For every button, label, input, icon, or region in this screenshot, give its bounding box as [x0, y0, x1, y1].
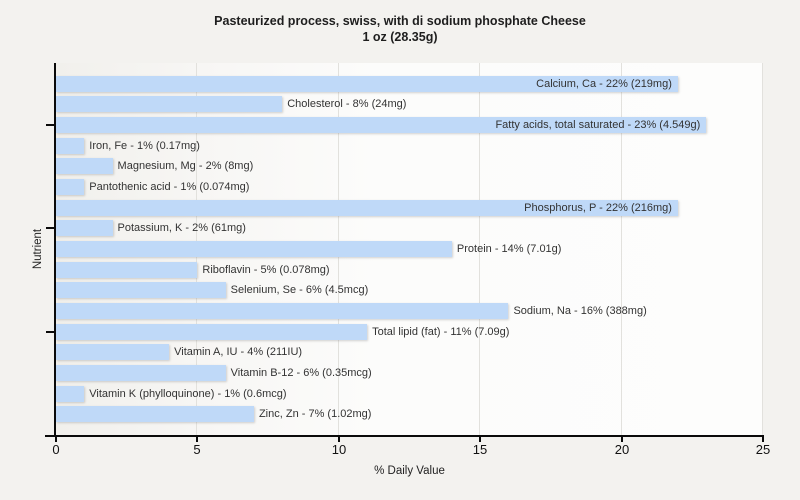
nutrient-bar: [56, 75, 679, 92]
nutrient-bar: [56, 406, 254, 423]
y-axis-tick: [46, 124, 56, 126]
bar-label: Phosphorus, P - 22% (216mg): [524, 201, 672, 214]
gridline: [479, 63, 480, 435]
x-axis-tick: [338, 437, 340, 442]
bar-label: Iron, Fe - 1% (0.17mg): [89, 139, 200, 152]
nutrient-bar: [56, 241, 452, 257]
bar-label: Vitamin K (phylloquinone) - 1% (0.6mcg): [89, 387, 287, 400]
bar-label: Selenium, Se - 6% (4.5mcg): [230, 284, 369, 297]
x-axis-tick-label: 25: [755, 442, 771, 457]
nutrient-bar: [56, 199, 679, 216]
bar-label: Vitamin A, IU - 4% (211IU): [174, 346, 303, 359]
plot-area: Calcium, Ca - 22% (219mg) Cholesterol - 8…: [56, 63, 763, 435]
x-axis-tick: [762, 437, 764, 442]
bar-label: Total lipid (fat) - 11% (7.09g): [372, 325, 510, 338]
y-axis-title: Nutrient: [32, 228, 44, 270]
y-axis-line: [54, 63, 56, 437]
chart-title-line2: 1 oz (28.35g): [362, 30, 438, 44]
gridline: [762, 63, 763, 435]
gridline: [621, 63, 622, 435]
bar-label: Fatty acids, total saturated - 23% (4.54…: [495, 119, 701, 131]
chart-title-line1: Pasteurized process, swiss, with di sodi…: [214, 14, 586, 28]
nutrient-bar: [56, 137, 85, 154]
bar-label: Protein - 14% (7.01g): [456, 243, 562, 255]
bar-label: Pantothenic acid - 1% (0.074mg): [89, 181, 250, 193]
x-axis-tick: [479, 437, 481, 442]
x-axis-line: [45, 435, 764, 437]
bar-label: Magnesium, Mg - 2% (8mg): [117, 160, 254, 173]
x-axis-tick-label: 5: [193, 442, 201, 457]
y-axis-tick: [46, 227, 56, 229]
x-axis-tick: [196, 437, 198, 442]
nutrient-bar: [56, 365, 226, 381]
chart-title: Pasteurized process, swiss, with di sodi…: [0, 13, 800, 45]
bar-label: Cholesterol - 8% (24mg): [287, 98, 407, 111]
x-axis-tick-label: 0: [52, 442, 60, 457]
nutrient-bar: [56, 282, 226, 299]
x-axis-title: % Daily Value: [374, 465, 445, 477]
bar-label: Vitamin B-12 - 6% (0.35mcg): [230, 367, 372, 379]
nutrient-bar: [56, 96, 283, 113]
nutrient-bar: [56, 385, 85, 402]
nutrient-bar: [56, 344, 170, 361]
x-axis-tick-label: 10: [331, 442, 347, 457]
nutrient-bar: [56, 179, 85, 195]
nutrient-bar: [56, 323, 368, 340]
nutrient-bar: [56, 261, 198, 278]
x-axis-tick-label: 20: [614, 442, 630, 457]
x-axis-tick: [621, 437, 623, 442]
y-axis-tick: [46, 331, 56, 333]
nutrient-bar: [56, 220, 113, 237]
nutrient-bar: [56, 303, 509, 319]
bar-label: Potassium, K - 2% (61mg): [117, 222, 246, 235]
bar-label: Zinc, Zn - 7% (1.02mg): [258, 408, 372, 421]
nutrient-bar: [56, 117, 707, 133]
x-axis-tick-label: 15: [472, 442, 488, 457]
bar-label: Sodium, Na - 16% (388mg): [513, 305, 647, 317]
x-axis-tick: [55, 437, 57, 442]
nutrient-bar: [56, 158, 113, 175]
bar-label: Calcium, Ca - 22% (219mg): [536, 77, 672, 90]
bar-label: Riboflavin - 5% (0.078mg): [202, 263, 330, 276]
